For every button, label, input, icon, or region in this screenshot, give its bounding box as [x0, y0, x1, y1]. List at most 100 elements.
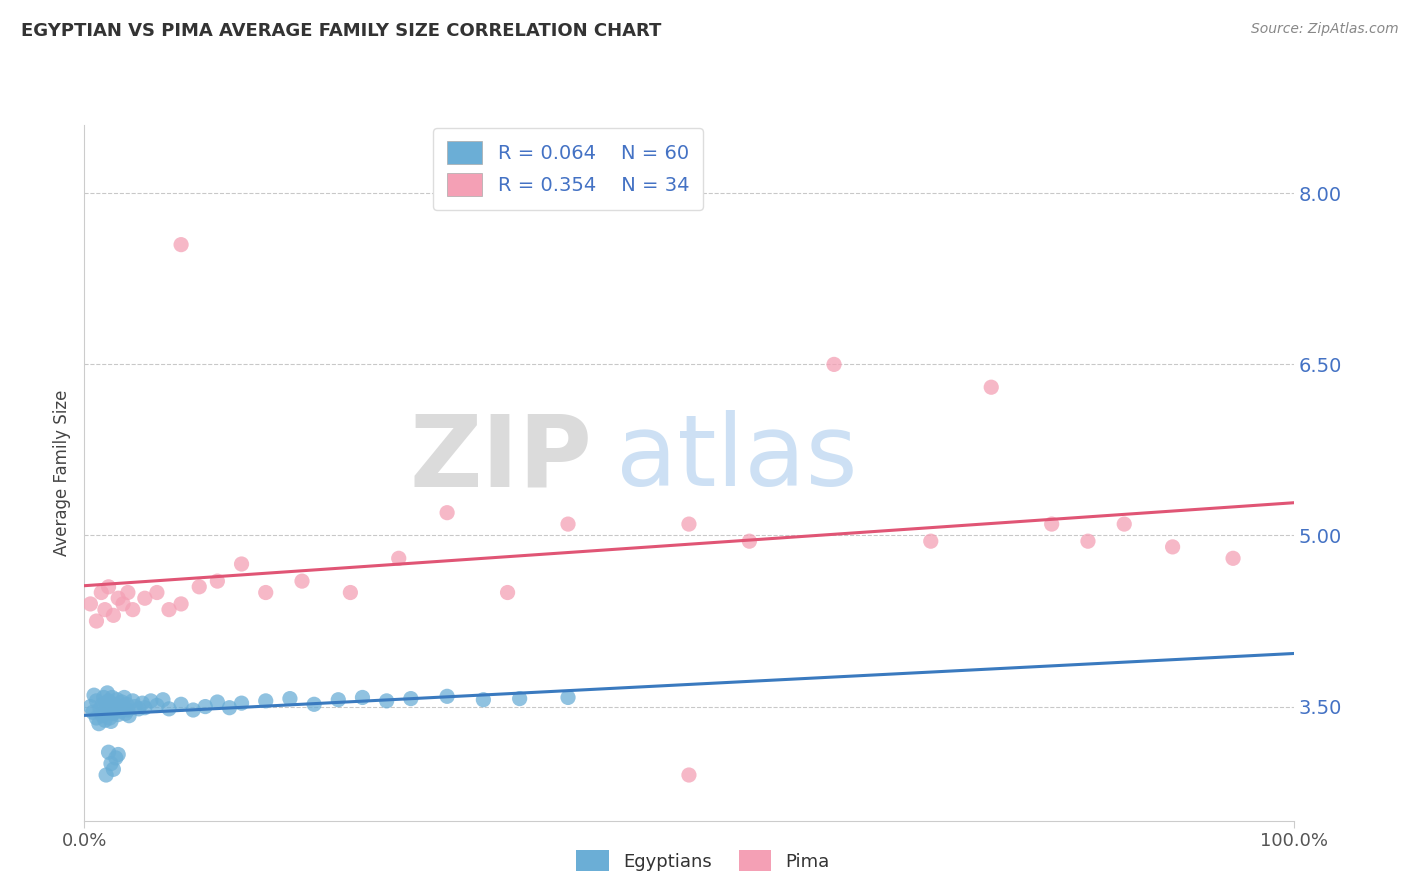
Point [980, 380, 1002, 394]
Point [100, 714, 122, 729]
Point [920, 534, 942, 549]
Point [94, 768, 117, 782]
Point [94, 713, 117, 727]
Point [104, 702, 127, 716]
Point [146, 698, 169, 713]
Point [105, 692, 128, 706]
Point [436, 690, 458, 704]
Point [157, 702, 180, 716]
Point [1077, 534, 1099, 549]
Point [128, 702, 150, 716]
Point [103, 608, 125, 623]
Point [97, 706, 120, 720]
Point [557, 690, 579, 705]
Point [170, 237, 193, 252]
Point [118, 708, 141, 723]
Point [93, 690, 115, 705]
Point [117, 703, 139, 717]
Point [218, 700, 240, 714]
Point [352, 690, 374, 705]
Point [157, 602, 180, 616]
Point [90, 585, 112, 599]
Point [231, 557, 253, 571]
Point [131, 696, 153, 710]
Point [170, 597, 193, 611]
Point [207, 695, 229, 709]
Point [97, 580, 120, 594]
Point [231, 696, 253, 710]
Point [339, 585, 361, 599]
Point [134, 700, 156, 714]
Point [115, 698, 138, 712]
Point [107, 707, 129, 722]
Point [104, 698, 127, 712]
Point [86, 614, 108, 628]
Point [114, 706, 136, 721]
Point [121, 602, 143, 616]
Point [112, 700, 135, 714]
Point [98, 711, 121, 725]
Point [91, 708, 114, 723]
Text: atlas: atlas [616, 410, 858, 508]
Point [101, 690, 124, 705]
Point [194, 699, 217, 714]
Point [94, 703, 117, 717]
Point [1161, 540, 1184, 554]
Point [79, 597, 101, 611]
Point [472, 692, 495, 706]
Point [278, 691, 301, 706]
Point [170, 698, 193, 712]
Point [1040, 517, 1063, 532]
Point [302, 698, 325, 712]
Point [117, 585, 139, 599]
Legend: R = 0.064    N = 60, R = 0.354    N = 34: R = 0.064 N = 60, R = 0.354 N = 34 [433, 128, 703, 210]
Point [139, 694, 162, 708]
Point [86, 711, 108, 725]
Point [124, 699, 146, 714]
Point [107, 591, 129, 606]
Point [436, 506, 458, 520]
Point [1222, 551, 1244, 566]
Point [188, 580, 211, 594]
Point [254, 694, 277, 708]
Point [134, 591, 156, 606]
Point [103, 762, 125, 776]
Point [87, 716, 110, 731]
Point [79, 699, 101, 714]
Point [96, 686, 118, 700]
Point [83, 688, 105, 702]
Point [107, 747, 129, 762]
Text: EGYPTIAN VS PIMA AVERAGE FAMILY SIZE CORRELATION CHART: EGYPTIAN VS PIMA AVERAGE FAMILY SIZE COR… [21, 22, 661, 40]
Point [738, 534, 761, 549]
Point [399, 691, 422, 706]
Point [557, 517, 579, 532]
Point [375, 694, 398, 708]
Point [86, 694, 108, 708]
Point [146, 585, 169, 599]
Point [111, 695, 134, 709]
Point [104, 751, 127, 765]
Point [89, 702, 111, 716]
Point [103, 706, 125, 721]
Point [108, 699, 131, 714]
Point [91, 698, 114, 712]
Point [678, 517, 700, 532]
Point [328, 692, 350, 706]
Point [82, 706, 104, 720]
Text: ZIP: ZIP [409, 410, 592, 508]
Point [509, 691, 531, 706]
Point [94, 602, 117, 616]
Point [100, 756, 122, 771]
Point [207, 574, 229, 588]
Point [121, 694, 143, 708]
Point [112, 690, 135, 705]
Text: Source: ZipAtlas.com: Source: ZipAtlas.com [1251, 22, 1399, 37]
Legend: Egyptians, Pima: Egyptians, Pima [569, 843, 837, 879]
Y-axis label: Average Family Size: Average Family Size [53, 390, 72, 556]
Point [678, 768, 700, 782]
Point [110, 704, 132, 718]
Point [254, 585, 277, 599]
Point [823, 358, 845, 372]
Point [1114, 517, 1136, 532]
Point [100, 699, 122, 714]
